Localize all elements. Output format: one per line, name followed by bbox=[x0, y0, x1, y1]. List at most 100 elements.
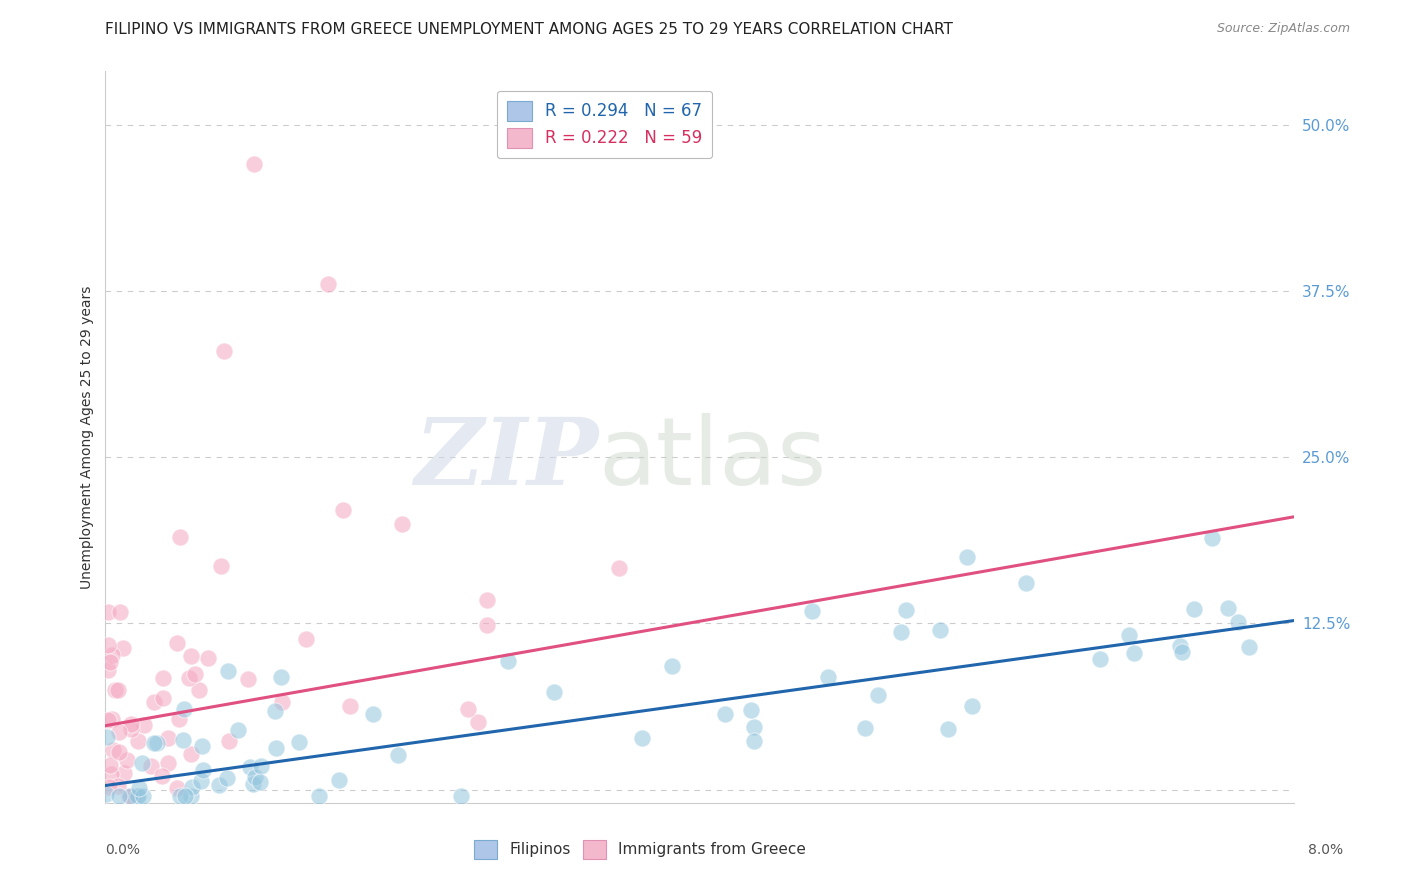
Point bbox=[936, 722, 959, 736]
Point bbox=[270, 670, 292, 684]
Point bbox=[496, 654, 519, 668]
Point bbox=[239, 760, 262, 774]
Point bbox=[128, 781, 150, 796]
Point bbox=[97, 605, 120, 619]
Point bbox=[150, 769, 173, 783]
Point bbox=[209, 559, 232, 574]
Point bbox=[139, 759, 162, 773]
Point bbox=[450, 789, 472, 804]
Point bbox=[316, 277, 339, 292]
Point bbox=[169, 530, 191, 544]
Point bbox=[543, 685, 565, 699]
Text: 0.0%: 0.0% bbox=[105, 843, 141, 857]
Point bbox=[1201, 531, 1223, 545]
Point bbox=[187, 683, 209, 698]
Point bbox=[121, 789, 143, 804]
Point bbox=[112, 640, 135, 655]
Point bbox=[226, 723, 249, 738]
Point bbox=[180, 747, 202, 761]
Point bbox=[387, 748, 409, 763]
Point bbox=[104, 683, 127, 698]
Point bbox=[101, 712, 124, 726]
Point bbox=[100, 767, 122, 781]
Point bbox=[143, 736, 166, 750]
Point bbox=[101, 743, 124, 757]
Point bbox=[1218, 601, 1240, 615]
Point bbox=[1171, 645, 1194, 659]
Point bbox=[173, 789, 195, 804]
Point bbox=[263, 704, 285, 718]
Point bbox=[270, 695, 292, 709]
Point bbox=[264, 740, 287, 755]
Point bbox=[96, 788, 118, 802]
Point bbox=[956, 549, 979, 564]
Point bbox=[179, 649, 201, 664]
Point bbox=[853, 721, 876, 735]
Point bbox=[97, 663, 120, 677]
Point bbox=[467, 714, 489, 729]
Point bbox=[120, 717, 142, 731]
Point bbox=[96, 730, 118, 744]
Point bbox=[1122, 646, 1144, 660]
Point bbox=[475, 592, 498, 607]
Point bbox=[127, 789, 149, 804]
Point bbox=[868, 688, 890, 702]
Point bbox=[108, 605, 131, 619]
Point bbox=[742, 720, 765, 734]
Text: Source: ZipAtlas.com: Source: ZipAtlas.com bbox=[1216, 22, 1350, 36]
Point bbox=[172, 733, 194, 747]
Point bbox=[191, 763, 214, 777]
Point bbox=[132, 717, 155, 731]
Point bbox=[631, 731, 654, 746]
Point bbox=[120, 722, 142, 736]
Point bbox=[250, 759, 273, 773]
Point bbox=[894, 603, 917, 617]
Point bbox=[120, 789, 142, 804]
Point bbox=[217, 664, 239, 678]
Point bbox=[107, 779, 129, 793]
Point bbox=[308, 789, 330, 804]
Point bbox=[217, 772, 239, 786]
Text: FILIPINO VS IMMIGRANTS FROM GREECE UNEMPLOYMENT AMONG AGES 25 TO 29 YEARS CORREL: FILIPINO VS IMMIGRANTS FROM GREECE UNEMP… bbox=[105, 22, 953, 37]
Point bbox=[242, 777, 264, 791]
Point bbox=[1088, 652, 1111, 666]
Point bbox=[457, 702, 479, 716]
Point bbox=[1237, 640, 1260, 655]
Point bbox=[288, 735, 311, 749]
Point bbox=[117, 753, 139, 767]
Point bbox=[179, 789, 201, 804]
Point bbox=[173, 702, 195, 716]
Point bbox=[98, 757, 121, 772]
Point bbox=[98, 655, 121, 669]
Point bbox=[156, 731, 179, 745]
Point bbox=[890, 625, 912, 640]
Point bbox=[97, 713, 120, 727]
Point bbox=[294, 632, 316, 647]
Point bbox=[107, 745, 129, 759]
Point bbox=[191, 739, 214, 753]
Point bbox=[249, 775, 271, 789]
Point bbox=[607, 561, 630, 575]
Point bbox=[184, 667, 207, 681]
Point bbox=[101, 648, 124, 663]
Point bbox=[960, 699, 983, 714]
Point bbox=[243, 157, 266, 171]
Point bbox=[817, 670, 839, 684]
Point bbox=[132, 789, 155, 804]
Point bbox=[108, 725, 131, 739]
Point bbox=[169, 789, 191, 804]
Point bbox=[1015, 576, 1038, 591]
Point bbox=[190, 773, 212, 788]
Legend: Filipinos, Immigrants from Greece: Filipinos, Immigrants from Greece bbox=[468, 834, 813, 864]
Point bbox=[218, 733, 240, 747]
Point bbox=[131, 756, 153, 770]
Point bbox=[118, 789, 141, 804]
Point bbox=[740, 703, 762, 717]
Point bbox=[107, 682, 129, 697]
Point bbox=[361, 706, 384, 721]
Text: ZIP: ZIP bbox=[415, 414, 599, 504]
Point bbox=[661, 659, 683, 673]
Point bbox=[197, 651, 219, 665]
Point bbox=[1168, 639, 1191, 653]
Point bbox=[166, 780, 188, 795]
